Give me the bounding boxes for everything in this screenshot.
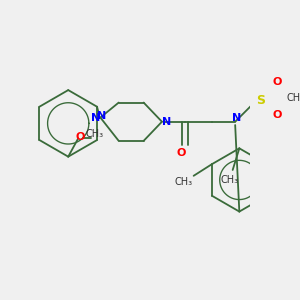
Text: CH₃: CH₃ — [175, 177, 193, 188]
Text: CH₃: CH₃ — [86, 129, 104, 139]
Text: O: O — [75, 132, 85, 142]
Text: CH₃: CH₃ — [286, 93, 300, 103]
Text: O: O — [272, 110, 281, 120]
Text: S: S — [256, 94, 265, 106]
Text: CH₃: CH₃ — [220, 175, 238, 185]
Text: N: N — [232, 113, 242, 123]
Text: O: O — [176, 148, 186, 158]
Text: N: N — [91, 112, 100, 123]
Text: N: N — [162, 117, 172, 127]
Text: O: O — [272, 77, 281, 87]
Text: N: N — [98, 111, 107, 121]
